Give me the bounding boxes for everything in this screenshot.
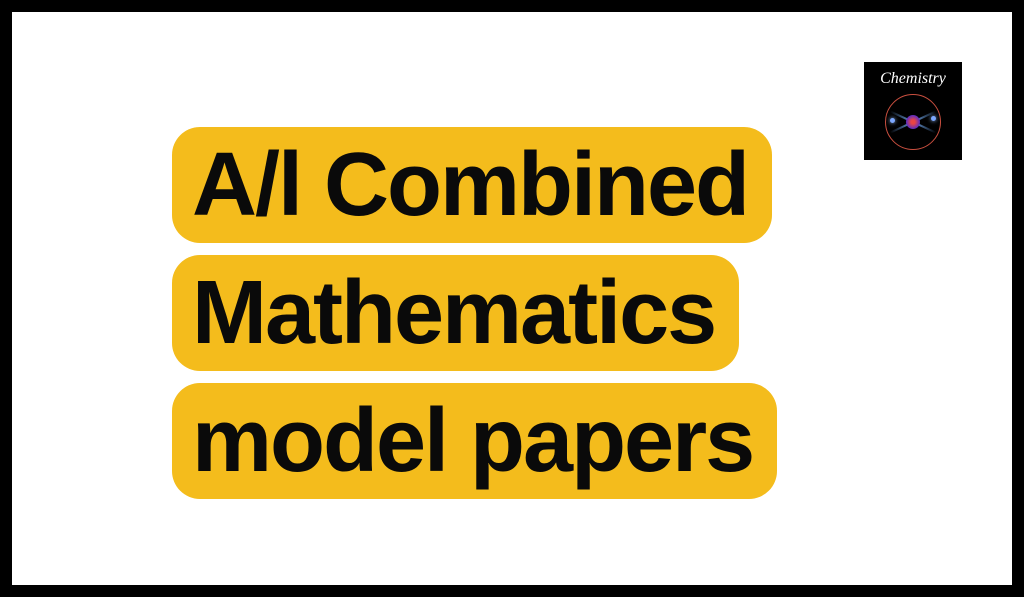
title-line-3: model papers xyxy=(172,383,777,499)
brand-logo: Chemistry xyxy=(864,62,962,160)
title-block: A/l Combined Mathematics model papers xyxy=(172,127,777,499)
atom-icon xyxy=(885,94,941,150)
logo-graphic: Chemistry xyxy=(868,66,958,156)
document-frame: A/l Combined Mathematics model papers Ch… xyxy=(0,0,1024,597)
particle xyxy=(931,116,936,121)
atom-core xyxy=(906,115,920,129)
title-line-1: A/l Combined xyxy=(172,127,772,243)
logo-text: Chemistry xyxy=(868,70,958,88)
particle xyxy=(890,118,895,123)
title-line-2: Mathematics xyxy=(172,255,739,371)
